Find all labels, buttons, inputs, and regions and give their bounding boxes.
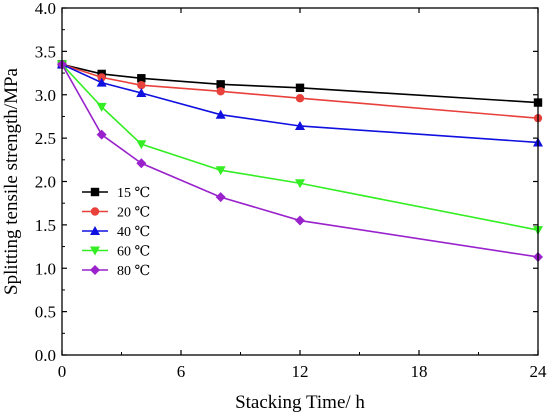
legend-label: 40 ℃ xyxy=(117,225,150,240)
legend-label: 80 ℃ xyxy=(117,264,150,279)
data-point xyxy=(96,77,107,87)
data-point xyxy=(97,73,106,82)
data-point xyxy=(96,102,107,112)
legend-marker xyxy=(90,207,100,216)
data-point xyxy=(215,192,226,203)
y-tick-label: 1.0 xyxy=(35,259,56,278)
y-tick-label: 1.5 xyxy=(35,216,56,235)
series-line xyxy=(61,63,539,144)
data-point xyxy=(215,109,226,119)
data-point xyxy=(136,140,147,150)
data-point xyxy=(96,129,107,140)
legend-marker xyxy=(90,246,100,256)
data-point xyxy=(295,83,305,93)
y-axis-title: Splitting tensile strength/MPa xyxy=(1,67,22,295)
data-point xyxy=(137,74,146,83)
data-point xyxy=(136,88,147,98)
y-tick-label: 0.5 xyxy=(35,303,56,322)
series-line xyxy=(61,63,539,258)
legend-item: 20 ℃ xyxy=(82,206,150,221)
data-point xyxy=(216,87,225,96)
data-point xyxy=(216,80,225,89)
legend-marker xyxy=(90,226,100,235)
x-axis-title: Stacking Time/ h xyxy=(235,392,365,413)
data-point xyxy=(295,120,305,130)
x-tick-label: 18 xyxy=(411,362,428,381)
x-tick-label: 0 xyxy=(58,362,67,381)
x-tick-label: 24 xyxy=(530,362,548,381)
axes: 0 6 12 18 24 0.0 0.5 1.0 1.5 2.0 2.5 3.0 3.5 4.0 xyxy=(35,0,547,381)
legend-marker xyxy=(90,265,100,275)
legend-item: 40 ℃ xyxy=(82,225,150,240)
y-tick-label: 3.0 xyxy=(35,86,56,105)
y-tick-label: 3.5 xyxy=(35,42,56,61)
data-point xyxy=(295,94,305,103)
series-line xyxy=(61,63,539,104)
legend: 15 ℃ 20 ℃ 40 ℃ 60 ℃ 80 ℃ xyxy=(82,186,150,279)
y-tick-label: 4.0 xyxy=(35,0,56,18)
x-tick-label: 6 xyxy=(177,362,186,381)
data-point xyxy=(215,166,226,176)
series-line xyxy=(61,63,539,231)
series-line xyxy=(61,63,539,119)
data-point xyxy=(136,158,147,169)
legend-label: 20 ℃ xyxy=(117,206,150,221)
legend-marker xyxy=(90,187,100,197)
legend-item: 80 ℃ xyxy=(82,264,150,279)
data-point xyxy=(137,81,146,90)
y-tick-label: 2.0 xyxy=(35,173,56,192)
data-point xyxy=(295,215,305,226)
legend-item: 15 ℃ xyxy=(82,186,150,201)
legend-label: 15 ℃ xyxy=(117,186,150,201)
data-point xyxy=(295,179,305,189)
y-tick-label: 2.5 xyxy=(35,129,56,148)
legend-label: 60 ℃ xyxy=(117,245,150,260)
legend-item: 60 ℃ xyxy=(82,245,150,260)
y-tick-label: 0.0 xyxy=(35,346,56,365)
x-tick-label: 12 xyxy=(292,362,309,381)
